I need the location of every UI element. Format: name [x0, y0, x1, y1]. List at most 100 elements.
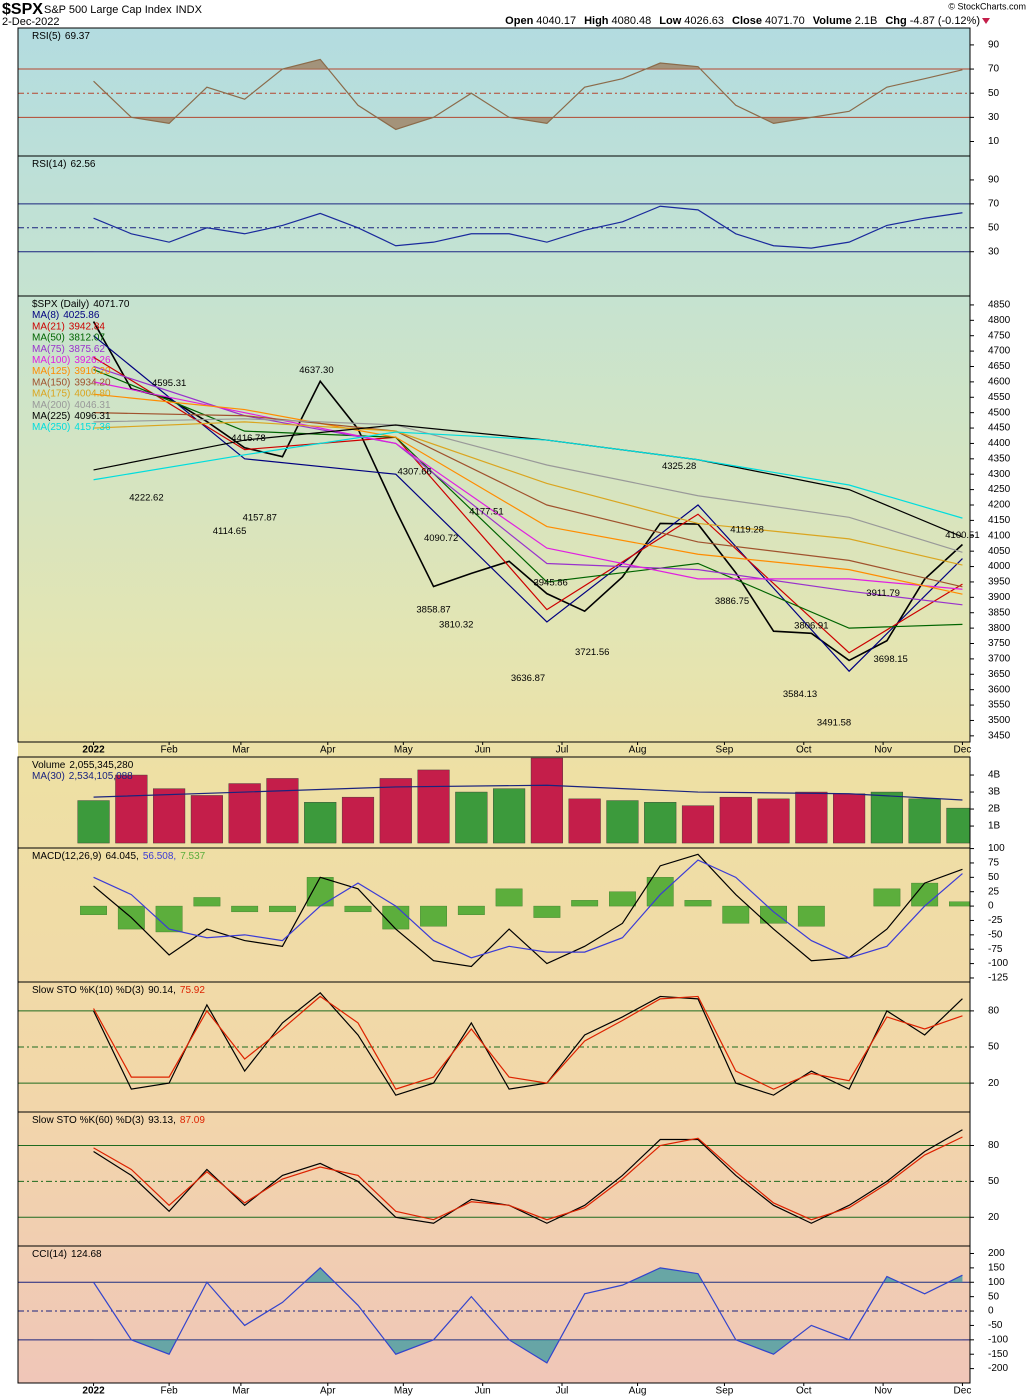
- y-tick-label: 4250: [988, 484, 1011, 495]
- volume-bar: [455, 791, 488, 844]
- volume-bar: [341, 796, 375, 844]
- y-tick-label: 2B: [988, 804, 1001, 815]
- macd-histogram: [420, 905, 447, 927]
- y-tick-label: 0: [988, 901, 994, 912]
- legend-name: MA(8): [32, 310, 59, 321]
- legend-name: MA(200): [32, 399, 70, 410]
- y-tick-label: 20: [988, 1078, 1000, 1089]
- x-tick-label: Feb: [160, 745, 178, 756]
- y-tick-label: 25: [988, 886, 1000, 897]
- quote-value: (-0.12%): [938, 15, 980, 27]
- legend-value: 90.14,: [148, 985, 176, 996]
- x-tick-label: Jun: [475, 1386, 491, 1397]
- moving-average: [93, 369, 963, 629]
- overbought-fill: [93, 59, 963, 70]
- legend: MACD(12,26,9) 64.045, 56.508, 7.537: [32, 851, 206, 862]
- x-tick-label: Jul: [556, 745, 569, 756]
- quote-value: 4040.17: [536, 15, 576, 27]
- y-tick-label: -75: [988, 944, 1003, 955]
- legend-name: CCI(14): [32, 1249, 67, 1260]
- price-annotation: 3584.13: [783, 689, 817, 700]
- legend-value: 93.13,: [148, 1115, 176, 1126]
- volume-bar: [946, 807, 970, 844]
- y-tick-label: 4B: [988, 770, 1001, 781]
- exchange: INDX: [176, 4, 203, 16]
- panel: [18, 1267, 970, 1364]
- price-annotation: 4119.28: [730, 524, 764, 535]
- x-tick-label: 2022: [82, 1386, 105, 1397]
- legend-name: MA(75): [32, 343, 65, 354]
- quote: Open 4040.17 High 4080.48 Low 4026.63 Close 407…: [505, 15, 980, 27]
- macd-line: [93, 853, 963, 968]
- macd-histogram: [760, 905, 787, 924]
- y-tick-label: 3900: [988, 592, 1011, 603]
- volume-bar: [568, 798, 601, 844]
- moving-average: [93, 421, 963, 566]
- quote-value: 4071.70: [765, 15, 805, 27]
- y-tick-label: 3750: [988, 638, 1011, 649]
- y-tick-label: 150: [988, 1263, 1005, 1274]
- moving-average: [93, 431, 963, 519]
- volume-bar: [379, 778, 412, 844]
- legend: MA(30) 2,534,105,088: [32, 771, 133, 782]
- macd-histogram: [193, 897, 221, 907]
- y-tick-label: -200: [988, 1363, 1008, 1374]
- moving-average: [93, 393, 963, 595]
- y-tick-label: 90: [988, 175, 1000, 186]
- legend: MA(175) 4004.80: [32, 388, 111, 399]
- macd-histogram: [495, 888, 523, 907]
- volume-bar: [795, 791, 828, 844]
- y-tick-label: 4300: [988, 469, 1011, 480]
- volume-bar: [681, 805, 715, 844]
- legend-name: MA(150): [32, 377, 70, 388]
- background: [18, 28, 970, 1383]
- legend-value: 69.37: [65, 31, 90, 42]
- legend: Slow STO %K(10) %D(3) 90.14, 75.92: [32, 985, 205, 996]
- panel: [77, 757, 970, 844]
- macd-histogram: [155, 905, 183, 933]
- legend: MA(150) 3934.20: [32, 377, 111, 388]
- panel: [18, 992, 970, 1096]
- macd-histogram: [797, 905, 825, 927]
- legend: MA(21) 3942.84: [32, 321, 105, 332]
- legend: RSI(5) 69.37: [32, 31, 90, 42]
- y-tick-label: 4700: [988, 346, 1011, 357]
- y-tick-label: 4650: [988, 361, 1011, 372]
- x-tick-label: 2022: [82, 745, 105, 756]
- legend: MA(225) 4096.31: [32, 411, 111, 422]
- name: S&P 500 Large Cap Index: [44, 4, 172, 16]
- legend-value: 4096.31: [74, 411, 111, 422]
- y-tick-label: -150: [988, 1349, 1008, 1360]
- y-tick-label: 3800: [988, 623, 1011, 634]
- legend-value: 7.537: [180, 851, 205, 862]
- y-tick-label: 100: [988, 1277, 1005, 1288]
- volume-ma: [93, 784, 963, 801]
- legend: Slow STO %K(60) %D(3) 93.13, 87.09: [32, 1115, 205, 1126]
- indicator-line: [93, 58, 963, 131]
- legend-name: Volume: [32, 760, 66, 771]
- legend: MA(100) 3926.26: [32, 355, 111, 366]
- price-annotation: 4090.72: [424, 533, 458, 544]
- price-annotation: 4416.78: [231, 433, 265, 444]
- macd-histogram: [646, 877, 674, 907]
- moving-average: [93, 356, 963, 654]
- indicator-line: [93, 205, 963, 249]
- price-annotation: 3886.75: [715, 596, 749, 607]
- legend: RSI(14) 62.56: [32, 159, 96, 170]
- y-tick-label: 4450: [988, 423, 1011, 434]
- macd-histogram: [684, 900, 712, 907]
- legend-value: 124.68: [71, 1249, 102, 1260]
- price-annotation: 3698.15: [873, 654, 907, 665]
- y-tick-label: 4100: [988, 530, 1011, 541]
- quote-label: Close: [732, 15, 762, 27]
- macd-histogram: [344, 905, 372, 913]
- overbought-fill: [93, 1267, 963, 1283]
- y-tick-label: 4050: [988, 546, 1011, 557]
- price-annotation: 4100.51: [945, 530, 979, 541]
- volume-bar: [606, 800, 639, 844]
- y-tick-label: 4850: [988, 300, 1011, 311]
- y-tick-label: 100: [988, 843, 1005, 854]
- legend-value: 4025.86: [63, 310, 100, 321]
- panel: [18, 203, 970, 253]
- x-tick-label: Aug: [629, 745, 647, 756]
